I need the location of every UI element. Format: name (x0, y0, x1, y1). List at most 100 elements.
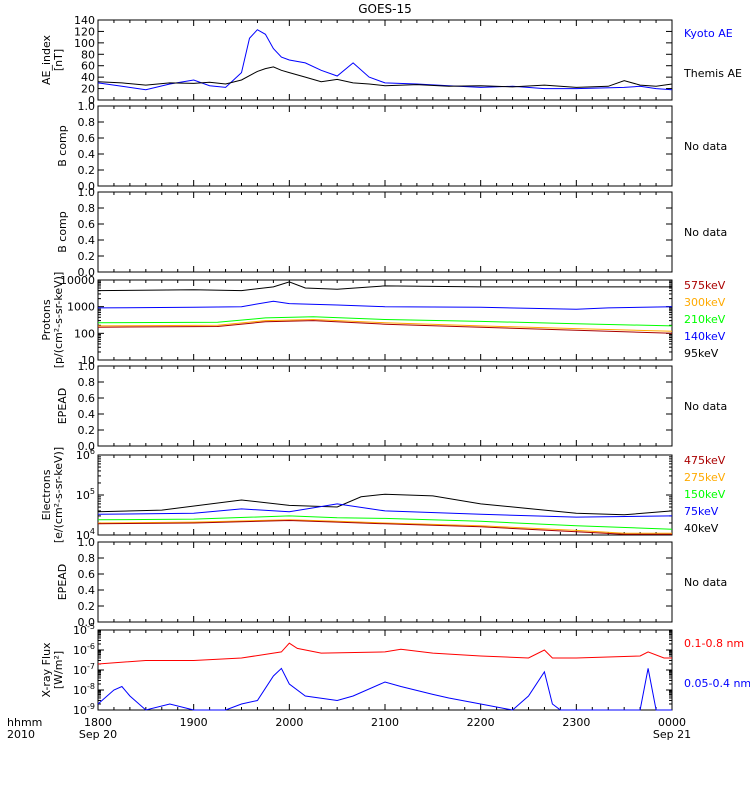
y-tick-label: 0.8 (78, 376, 96, 389)
legend-entry: 210keV (684, 313, 726, 326)
series-line-300kev (97, 318, 673, 332)
y-axis-label: AE_index[nT] (40, 34, 65, 85)
panel-frame (97, 629, 673, 711)
y-tick-label: 10-8 (73, 682, 95, 697)
y-tick-label: 100 (74, 37, 95, 50)
legend-entry: 475keV (684, 454, 726, 467)
y-tick-label: 80 (81, 48, 95, 61)
legend-entry: 575keV (684, 279, 726, 292)
legend-entry: 140keV (684, 330, 726, 343)
series-line-210kev (97, 316, 673, 327)
y-tick-label: 0.4 (78, 584, 96, 597)
time-tick-label: 2100 (371, 716, 399, 729)
y-tick-label: 1000 (67, 301, 95, 314)
series-line-kyoto-ae (97, 29, 673, 91)
series-line-0-1-0-8-nm (97, 642, 672, 665)
panel-epead2: 0.0 0.2 0.4 0.6 0.8 1.0 EPEAD No data (56, 536, 727, 629)
time-tick-label: 1900 (180, 716, 208, 729)
time-tick-label: 2000 (275, 716, 303, 729)
time-tick-label: 2200 (467, 716, 495, 729)
time-axis-corner-label-bottom: 2010 (7, 728, 35, 741)
legend-entry: No data (684, 226, 727, 239)
panel-frame (97, 191, 673, 273)
series-line-275kev (97, 519, 672, 534)
y-tick-label: 0 (88, 94, 95, 107)
y-tick-label: 1.0 (78, 536, 96, 549)
panel-bcomp2: 0.0 0.2 0.4 0.6 0.8 1.0 B comp No data (56, 186, 727, 279)
time-axis: hhmm 2010 1800 1900 2000 2100 2200 2300 0000 Se… (7, 716, 691, 741)
legend-entry: 0.05-0.4 nm (684, 677, 750, 690)
panel-frame (97, 365, 673, 447)
y-axis-label: B comp (56, 211, 69, 253)
y-tick-label: 100 (74, 327, 95, 340)
y-tick-label: 10-6 (73, 642, 95, 657)
series-line-0-05-0-4-nm (97, 667, 672, 711)
legend-entry: No data (684, 400, 727, 413)
y-tick-label: 1.0 (78, 100, 96, 113)
panel-epead1: 0.0 0.2 0.4 0.6 0.8 1.0 EPEAD No data (56, 360, 727, 453)
time-axis-corner-label-top: hhmm (7, 716, 42, 729)
y-tick-label: 0.2 (78, 424, 96, 437)
panel-electrons: 104 105 106 Electrons[e/(cm²-s-sr-keV)] 475k… (40, 447, 726, 543)
legend-entry: No data (684, 140, 727, 153)
series-line-475kev (97, 519, 672, 535)
legend-entry: 0.1-0.8 nm (684, 637, 744, 650)
legend-entry: 95keV (684, 347, 719, 360)
y-tick-label: 10 (81, 354, 95, 367)
y-tick-label: 20 (81, 83, 95, 96)
legend-entry: No data (684, 576, 727, 589)
legend-entry: 300keV (684, 296, 726, 309)
panel-frame (97, 541, 673, 623)
legend-entry: 275keV (684, 471, 726, 484)
series-line-150kev (97, 515, 673, 530)
y-tick-label: 0.8 (78, 116, 96, 129)
y-tick-label: 0.8 (78, 552, 96, 565)
figure-title: GOES-15 (358, 2, 412, 16)
y-tick-label: 0.6 (78, 568, 96, 581)
y-tick-label: 0.4 (78, 234, 96, 247)
y-axis-label: X-ray Flux[W/m²] (40, 642, 65, 698)
y-tick-label: 1.0 (78, 186, 96, 199)
y-tick-label: 0.4 (78, 408, 96, 421)
y-axis-label: EPEAD (56, 564, 69, 601)
y-tick-label: 0.0 (78, 616, 96, 629)
y-tick-label: 106 (76, 447, 95, 462)
panel-bcomp1: 0.0 0.2 0.4 0.6 0.8 1.0 B comp No data (56, 100, 727, 193)
series-line-140kev (97, 300, 673, 310)
time-date-label: Sep 20 (79, 728, 117, 741)
y-tick-label: 0.0 (78, 180, 96, 193)
series-line-themis-ae (97, 66, 673, 88)
y-tick-label: 1.0 (78, 360, 96, 373)
y-tick-label: 40 (81, 71, 95, 84)
legend-entry: Themis AE (683, 67, 742, 80)
legend-entry: Kyoto AE (684, 27, 733, 40)
time-tick-label: 2300 (562, 716, 590, 729)
panel-frame (97, 105, 673, 187)
time-tick-label: 0000 (658, 716, 686, 729)
y-tick-label: 0.2 (78, 164, 96, 177)
y-tick-label: 0.2 (78, 600, 96, 613)
legend-entry: 40keV (684, 522, 719, 535)
y-axis-label: B comp (56, 125, 69, 167)
y-tick-label: 120 (74, 25, 95, 38)
time-tick-label: 1800 (84, 716, 112, 729)
y-tick-label: 140 (74, 14, 95, 27)
y-tick-label: 10000 (60, 274, 95, 287)
y-tick-label: 105 (76, 487, 95, 502)
series-line-95kev (97, 281, 672, 292)
panel-xray: 10-9 10-8 10-7 10-6 10-5 X-ray Flux[W/m²] 0.1-… (40, 622, 750, 717)
series-line-75kev (97, 503, 673, 518)
y-tick-label: 10-7 (73, 662, 95, 677)
y-tick-label: 0.8 (78, 202, 96, 215)
y-tick-label: 0.4 (78, 148, 96, 161)
legend-entry: 75keV (684, 505, 719, 518)
y-tick-label: 0.6 (78, 218, 96, 231)
y-tick-label: 10-5 (73, 622, 95, 637)
y-axis-label: Electrons[e/(cm²-s-sr-keV)] (40, 447, 65, 543)
y-tick-label: 0.6 (78, 392, 96, 405)
y-tick-label: 0.0 (78, 440, 96, 453)
